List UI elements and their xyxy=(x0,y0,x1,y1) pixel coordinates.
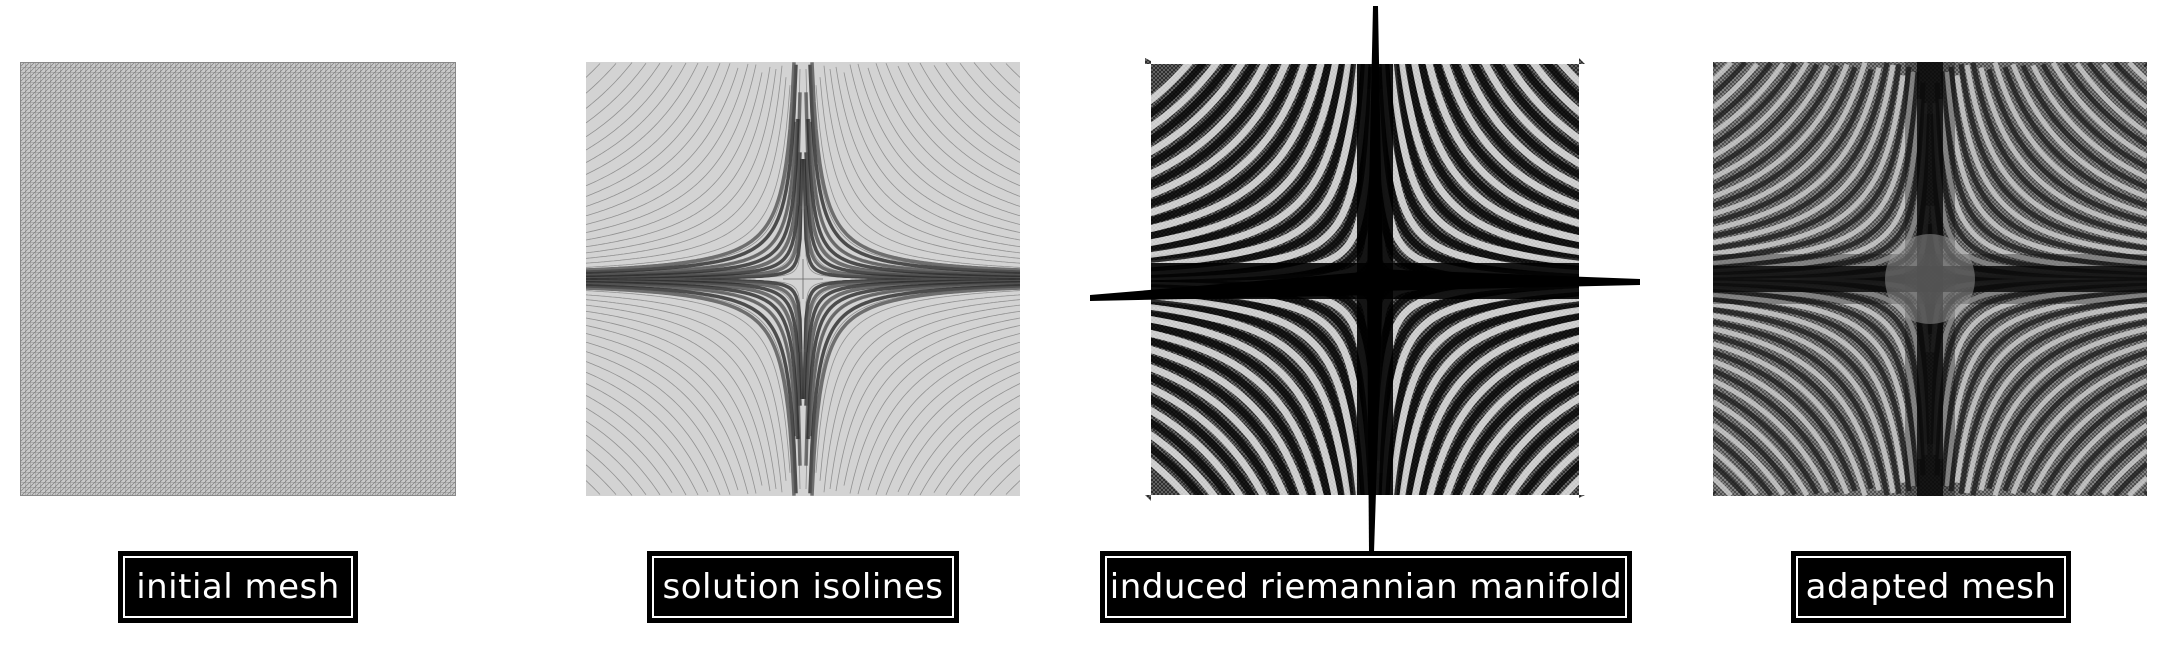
solution-isolines-panel xyxy=(586,62,1020,496)
riemannian-manifold-label: induced riemannian manifold xyxy=(1101,552,1631,622)
solution-isolines-image xyxy=(586,62,1020,496)
initial-mesh-label: initial mesh xyxy=(119,552,357,622)
adapted-mesh-label: adapted mesh xyxy=(1792,552,2070,622)
riemannian-manifold-image xyxy=(1090,6,1640,552)
adapted-mesh-panel xyxy=(1713,62,2147,496)
initial-mesh-image xyxy=(20,62,456,496)
solution-isolines-label: solution isolines xyxy=(648,552,958,622)
initial-mesh-panel xyxy=(20,62,456,496)
adapted-mesh-image xyxy=(1713,62,2147,496)
riemannian-manifold-panel xyxy=(1090,6,1640,552)
